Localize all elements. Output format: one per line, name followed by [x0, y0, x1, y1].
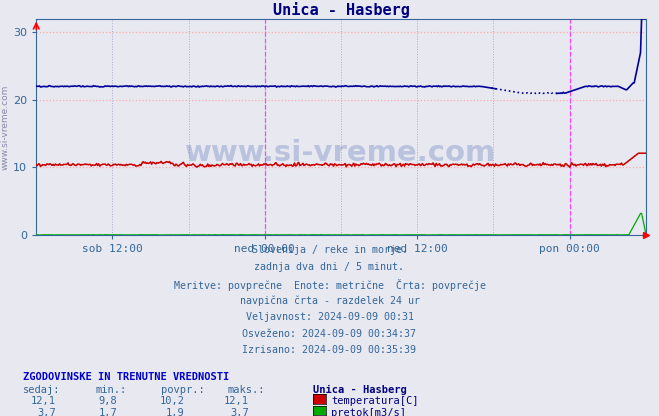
- Text: Slovenija / reke in morje.: Slovenija / reke in morje.: [252, 245, 407, 255]
- Text: temperatura[C]: temperatura[C]: [331, 396, 419, 406]
- Text: 12,1: 12,1: [31, 396, 56, 406]
- Text: sedaj:: sedaj:: [23, 385, 61, 395]
- Text: 1,7: 1,7: [99, 408, 117, 416]
- Text: pretok[m3/s]: pretok[m3/s]: [331, 408, 407, 416]
- Text: Osveženo: 2024-09-09 00:34:37: Osveženo: 2024-09-09 00:34:37: [243, 329, 416, 339]
- Text: 3,7: 3,7: [38, 408, 56, 416]
- Text: Izrisano: 2024-09-09 00:35:39: Izrisano: 2024-09-09 00:35:39: [243, 345, 416, 355]
- Text: min.:: min.:: [96, 385, 127, 395]
- Title: Unica - Hasberg: Unica - Hasberg: [273, 2, 409, 17]
- Text: Meritve: povprečne  Enote: metrične  Črta: povprečje: Meritve: povprečne Enote: metrične Črta:…: [173, 279, 486, 291]
- Text: 3,7: 3,7: [231, 408, 249, 416]
- Text: www.si-vreme.com: www.si-vreme.com: [1, 84, 10, 170]
- Text: Unica - Hasberg: Unica - Hasberg: [313, 385, 407, 395]
- Text: povpr.:: povpr.:: [161, 385, 205, 395]
- Text: zadnja dva dni / 5 minut.: zadnja dva dni / 5 minut.: [254, 262, 405, 272]
- Text: ZGODOVINSKE IN TRENUTNE VREDNOSTI: ZGODOVINSKE IN TRENUTNE VREDNOSTI: [23, 372, 229, 382]
- Text: 1,9: 1,9: [166, 408, 185, 416]
- Text: www.si-vreme.com: www.si-vreme.com: [185, 139, 497, 167]
- Text: 9,8: 9,8: [99, 396, 117, 406]
- Text: navpična črta - razdelek 24 ur: navpična črta - razdelek 24 ur: [239, 295, 420, 306]
- Text: maks.:: maks.:: [227, 385, 265, 395]
- Text: Veljavnost: 2024-09-09 00:31: Veljavnost: 2024-09-09 00:31: [246, 312, 413, 322]
- Text: 12,1: 12,1: [224, 396, 249, 406]
- Text: 10,2: 10,2: [159, 396, 185, 406]
